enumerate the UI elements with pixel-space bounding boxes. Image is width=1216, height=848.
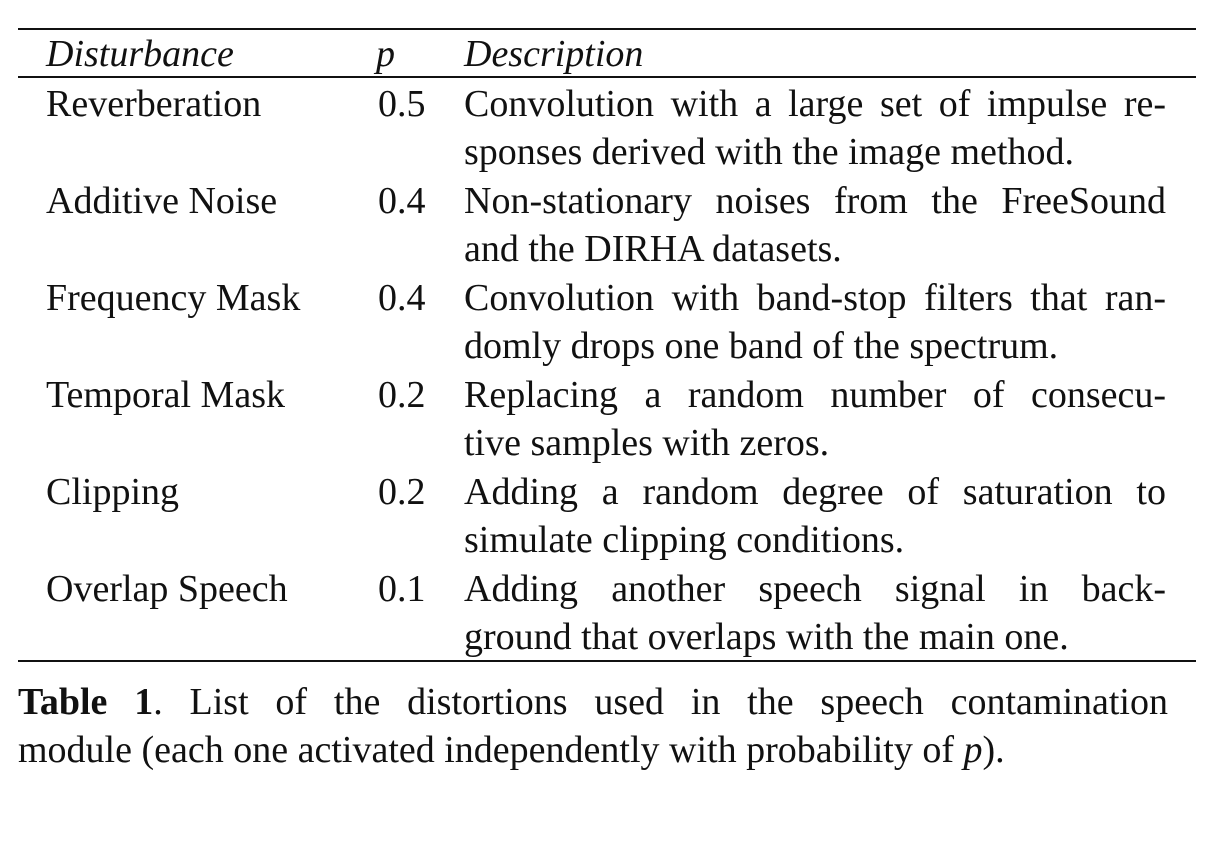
table-row: Clipping 0.2 Adding a random degree of s… <box>18 468 1196 565</box>
caption-line: Table 1. List of the distortions used in… <box>18 678 1168 726</box>
description-line: sponses derived with the image method. <box>464 131 1074 173</box>
table-body: Reverberation 0.5 Convolution with a lar… <box>18 80 1196 662</box>
caption-variable: p <box>963 729 983 771</box>
description-cell: Replacing a random number of consecu- ti… <box>464 371 1166 467</box>
description-cell: Non-stationary noises from the FreeSound… <box>464 177 1166 273</box>
probability-value: 0.2 <box>378 374 426 416</box>
probability-value: 0.4 <box>378 180 426 222</box>
table-bottom-rule <box>18 660 1196 662</box>
table-header-rule <box>18 76 1196 78</box>
table-caption: Table 1. List of the distortions used in… <box>18 678 1168 774</box>
disturbance-name: Overlap Speech <box>46 568 288 610</box>
description-cell: Adding a random degree of saturation to … <box>464 468 1166 564</box>
description-cell: Convolution with band-stop filters that … <box>464 274 1166 370</box>
caption-line: module (each one activated independently… <box>18 726 1168 774</box>
description-cell: Adding another speech signal in back- gr… <box>464 565 1166 661</box>
header-disturbance: Disturbance <box>46 33 234 75</box>
table-row: Temporal Mask 0.2 Replacing a random num… <box>18 371 1196 468</box>
header-description: Description <box>464 33 644 75</box>
description-cell: Convolution with a large set of impulse … <box>464 80 1166 176</box>
table-row: Overlap Speech 0.1 Adding another speech… <box>18 565 1196 662</box>
disturbance-name: Frequency Mask <box>46 277 301 319</box>
description-line: Adding a random degree of saturation to <box>464 471 1166 513</box>
caption-text: ). <box>982 729 1005 771</box>
probability-value: 0.1 <box>378 568 426 610</box>
description-line: Replacing a random number of consecu- <box>464 374 1166 416</box>
description-line: domly drops one band of the spectrum. <box>464 325 1059 367</box>
table-row: Frequency Mask 0.4 Convolution with band… <box>18 274 1196 371</box>
probability-value: 0.2 <box>378 471 426 513</box>
table-top-rule <box>18 28 1196 30</box>
description-line: Convolution with band-stop filters that … <box>464 277 1166 319</box>
probability-value: 0.4 <box>378 277 426 319</box>
disturbance-name: Temporal Mask <box>46 374 286 416</box>
header-p: p <box>376 33 395 75</box>
disturbance-name: Reverberation <box>46 83 262 125</box>
description-line: ground that overlaps with the main one. <box>464 616 1069 658</box>
description-line: Non-stationary noises from the FreeSound <box>464 180 1166 222</box>
description-line: Convolution with a large set of impulse … <box>464 83 1166 125</box>
description-line: simulate clipping conditions. <box>464 519 905 561</box>
disturbance-name: Additive Noise <box>46 180 278 222</box>
table-row: Additive Noise 0.4 Non-stationary noises… <box>18 177 1196 274</box>
disturbance-name: Clipping <box>46 471 180 513</box>
description-line: tive samples with zeros. <box>464 422 830 464</box>
caption-label: Table 1 <box>18 681 154 723</box>
caption-text: . List of the distortions used in the sp… <box>153 681 1168 723</box>
description-line: and the DIRHA datasets. <box>464 228 842 270</box>
probability-value: 0.5 <box>378 83 426 125</box>
caption-text: module (each one activated independently… <box>18 729 964 771</box>
table-row: Reverberation 0.5 Convolution with a lar… <box>18 80 1196 177</box>
description-line: Adding another speech signal in back- <box>464 568 1166 610</box>
